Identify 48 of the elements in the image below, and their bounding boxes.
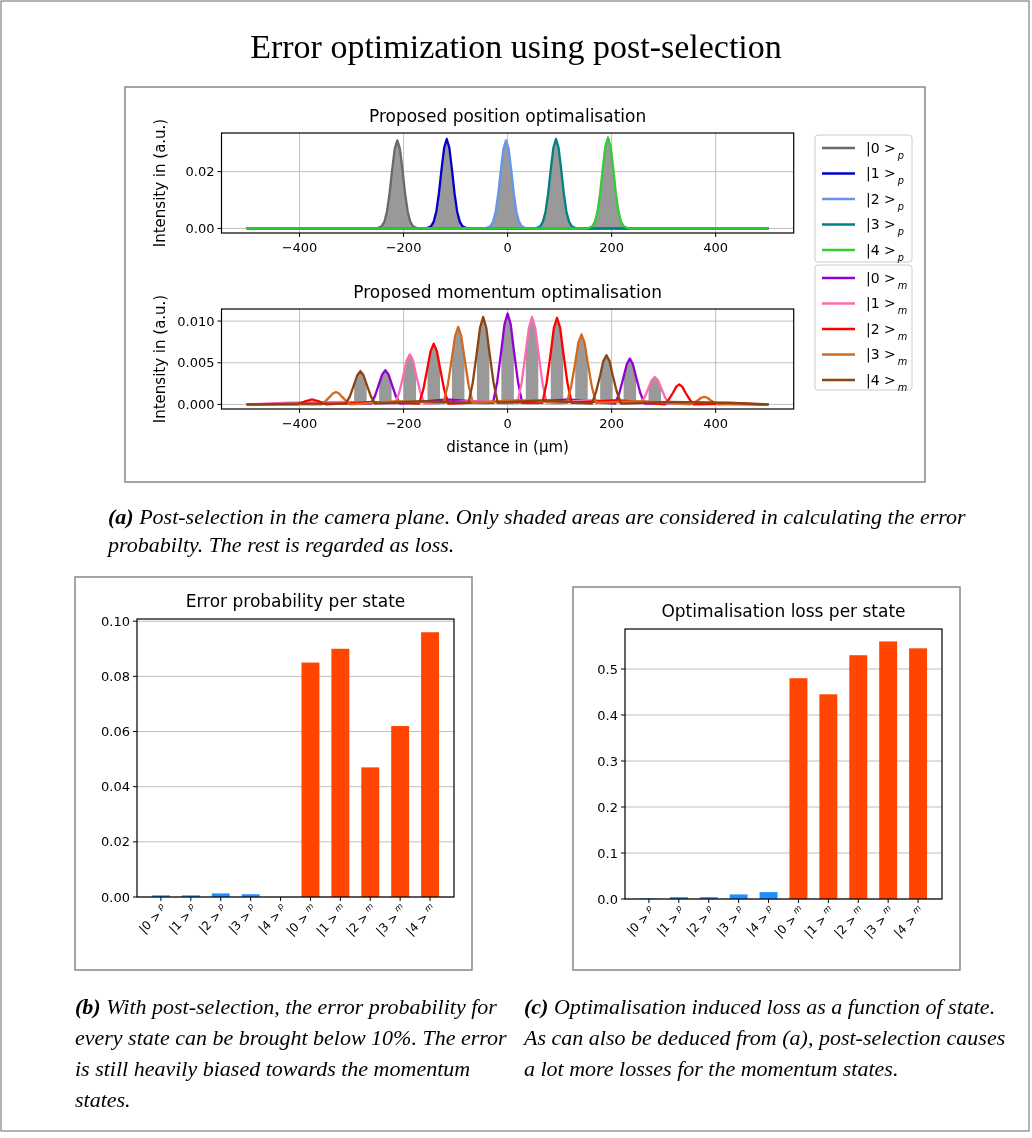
y-tick-label: 0.00: [101, 889, 130, 905]
legend-label: |4 >$_{p}$: [866, 241, 905, 263]
y-tick-label: 0.02: [185, 164, 215, 180]
x-tick-label: 400: [703, 416, 729, 431]
chart-title: Optimalisation loss per state: [661, 601, 906, 621]
legend-label: |4 >$_{m}$: [866, 371, 908, 393]
y-tick-label: 0.0: [597, 891, 618, 907]
x-tick-label: 0: [503, 416, 512, 431]
y-tick-label: 0.10: [101, 613, 130, 629]
legend-label: |3 >$_{m}$: [866, 346, 908, 367]
text: (a) Post-selection in the camera plane. Only shaded areas are considered in calculating the error probabilty. The rest is regarded as loss.: [106, 504, 967, 557]
y-tick-label: 0.00: [185, 221, 215, 236]
y-tick-label: 0.04: [101, 779, 130, 795]
x-tick-label: −200: [385, 416, 422, 431]
y-axis-title: Intensity in (a.u.): [150, 294, 169, 424]
chart-title: Proposed momentum optimalisation: [353, 282, 662, 302]
y-tick-label: 0.08: [101, 668, 130, 684]
y-tick-label: 0.4: [597, 707, 618, 723]
y-axis-title: Intensity in (a.u.): [150, 118, 169, 248]
legend-label: |2 >$_{m}$: [866, 320, 908, 342]
legend-label: |1 >$_{p}$: [866, 165, 905, 186]
y-tick-label: 0.3: [597, 753, 618, 769]
y-tick-label: 0.02: [101, 834, 130, 850]
legend-label: |0 >$_{p}$: [866, 139, 905, 161]
legend-label: |2 >$_{p}$: [866, 190, 905, 212]
x-tick-label: 200: [599, 416, 625, 431]
chart-title: Proposed position optimalisation: [368, 106, 647, 126]
x-tick-label: 0: [503, 240, 512, 255]
text: (c) Optimalisation induced loss as a function of state. As can also be deduced from (a), post-selection causes a lot more losses for the momentum states.: [522, 994, 1006, 1081]
text: Error optimization using post-selection: [250, 28, 782, 65]
y-tick-label: 0.1: [597, 845, 618, 861]
y-tick-label: 0.000: [177, 396, 215, 412]
x-tick-label: 400: [703, 240, 729, 255]
y-tick-label: 0.010: [177, 313, 215, 329]
legend-label: |3 >$_{p}$: [866, 216, 905, 237]
y-tick-label: 0.005: [177, 355, 215, 371]
legend-label: |1 >$_{m}$: [866, 295, 908, 316]
x-tick-label: 200: [599, 240, 625, 255]
x-tick-label: −400: [281, 416, 318, 431]
legend-label: |0 >$_{m}$: [866, 269, 908, 291]
x-tick-label: −200: [385, 240, 422, 255]
x-axis-title: distance in (μm): [446, 438, 569, 456]
x-tick-label: −400: [281, 240, 318, 255]
y-tick-label: 0.5: [597, 661, 618, 677]
chart-title: Error probability per state: [185, 591, 406, 611]
y-tick-label: 0.06: [101, 724, 130, 740]
text: (b) With post-selection, the error probability for every state can be brought below 10%. The error is still heavily biased towards the momentum states.: [75, 994, 508, 1112]
y-tick-label: 0.2: [597, 799, 618, 815]
